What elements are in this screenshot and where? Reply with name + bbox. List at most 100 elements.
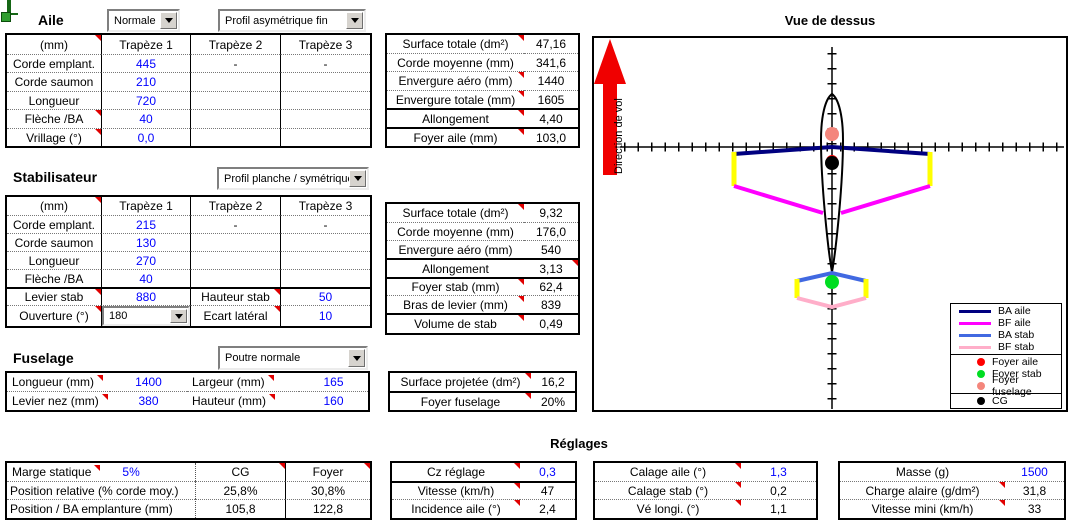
setting-input-cell[interactable]: 0,3 (539, 465, 556, 479)
wing-input-cell[interactable] (280, 72, 370, 91)
stab-ouverture-dropdown-value: 180 (109, 310, 128, 322)
result-value: 341,6 (524, 53, 578, 71)
stab-input-cell[interactable] (280, 251, 370, 269)
stab-input-cell[interactable]: 130 (101, 233, 190, 251)
stab-input-cell[interactable]: 50 (280, 287, 370, 305)
chevron-down-icon[interactable] (346, 12, 363, 29)
setting-value: 0,2 (741, 481, 816, 499)
fuselage-row-label: Longueur (mm) (7, 373, 110, 391)
legend-dot-swatch (977, 358, 985, 366)
wing-input-cell[interactable]: 0,0 (101, 128, 190, 146)
wing-input-cell[interactable]: 720 (101, 91, 190, 109)
wing-row-label: Longueur (7, 91, 101, 109)
stab-input-cell[interactable]: 40 (101, 269, 190, 287)
comment-marker-icon (364, 463, 370, 469)
wing-input-cell[interactable]: 210 (101, 72, 190, 91)
stab-input-cell[interactable] (190, 251, 280, 269)
plane-top-view-drawing: Direction de vol (594, 39, 1064, 409)
stab-input-cell[interactable]: 270 (101, 251, 190, 269)
comment-marker-icon (518, 315, 524, 321)
result-label: Allongement (387, 108, 524, 127)
result-label: Bras de levier (mm) (387, 295, 524, 313)
stab-input-cell[interactable]: 10 (280, 305, 370, 326)
marge-statique-value[interactable]: 5% (122, 465, 140, 479)
wing-input-cell[interactable]: 445 (101, 54, 190, 72)
stab-input-cell[interactable]: - (190, 215, 280, 233)
wing-row-label: Corde emplant. (7, 54, 101, 72)
stab-input-cell[interactable] (280, 233, 370, 251)
result-value: 47,16 (535, 37, 567, 51)
setting-value: 1,1 (741, 499, 816, 518)
stab-section-title: Stabilisateur (13, 169, 98, 185)
result-value: 176,0 (524, 222, 578, 240)
wing-input-cell[interactable] (190, 72, 280, 91)
stab-input-cell[interactable] (190, 269, 280, 287)
wing-input-cell[interactable]: - (190, 54, 280, 72)
reglages-masse-table: Masse (g) 1500 Charge alaire (g/dm²) 31,… (838, 461, 1066, 520)
legend-line-swatch (959, 321, 991, 325)
reglages-cz-table: Cz réglage 0,3 Vitesse (km/h) 47 Inciden… (390, 461, 577, 520)
comment-marker-icon (95, 289, 101, 295)
wing-input-cell[interactable] (190, 91, 280, 109)
wing-input-cell[interactable] (190, 109, 280, 128)
comment-marker-icon (999, 500, 1005, 506)
chevron-down-icon[interactable] (170, 309, 187, 323)
chevron-down-icon[interactable] (349, 170, 366, 187)
result-value: 839 (524, 295, 578, 313)
chevron-down-icon[interactable] (160, 12, 177, 29)
comment-marker-icon (94, 465, 101, 471)
fuselage-type-dropdown[interactable]: Poutre normale (218, 346, 368, 370)
wing-input-cell[interactable] (190, 128, 280, 146)
setting-input-cell[interactable]: 1,3 (770, 465, 787, 479)
comment-marker-icon (274, 289, 280, 295)
wing-row-label: Corde saumon (7, 72, 101, 91)
legend-dot-swatch (977, 370, 985, 378)
wing-input-cell[interactable] (280, 128, 370, 146)
comment-marker-icon (518, 296, 524, 302)
setting-label: Incidence aile (°) (392, 499, 520, 518)
setting-value: 2,4 (520, 499, 575, 518)
wing-input-cell[interactable] (280, 109, 370, 128)
fuselage-input-cell[interactable]: 1400 (135, 375, 162, 389)
stab-profile-dropdown[interactable]: Profil planche / symétrique (217, 167, 369, 190)
result-label: Foyer aile (mm) (387, 127, 524, 146)
legend-line-swatch (959, 309, 991, 313)
stab-row-label: Levier stab (7, 287, 101, 305)
wing-type-dropdown[interactable]: Normale (107, 9, 180, 32)
stab-input-cell[interactable] (280, 269, 370, 287)
fuselage-input-cell[interactable]: 165 (323, 375, 344, 389)
wing-input-cell[interactable]: 40 (101, 109, 190, 128)
comment-marker-icon (518, 91, 524, 97)
result-value: 20% (531, 391, 575, 410)
wing-input-cell[interactable]: - (280, 54, 370, 72)
fuselage-input-cell[interactable]: 380 (110, 391, 187, 410)
stab-row-label: Longueur (7, 251, 101, 269)
wing-input-cell[interactable] (280, 91, 370, 109)
wing-col-header: Trapèze 1 (101, 35, 190, 54)
stab-row-label: Ouverture (°) (7, 305, 101, 326)
result-label: Foyer fuselage (390, 391, 531, 410)
setting-label: Cz réglage (392, 463, 520, 481)
setting-value: 31,8 (1005, 481, 1064, 499)
stab-input-cell[interactable] (190, 233, 280, 251)
stab-ouverture-dropdown[interactable]: 180 (102, 306, 190, 326)
diagram-legend: BA aile BF aile BA stab BF stab Foyer ai… (950, 303, 1062, 409)
comment-marker-icon (97, 375, 104, 381)
stab-input-cell[interactable]: - (280, 215, 370, 233)
stab-col-header: Trapèze 1 (101, 197, 190, 215)
stab-input-cell[interactable]: 215 (101, 215, 190, 233)
fuselage-input-cell[interactable]: 160 (299, 391, 368, 410)
comment-marker-icon (518, 35, 524, 41)
result-value: 16,2 (541, 375, 565, 389)
comment-marker-icon (514, 483, 520, 489)
setting-input-cell[interactable]: 1500 (1021, 465, 1048, 479)
stab-input-cell[interactable]: 880 (101, 287, 190, 305)
chevron-down-icon[interactable] (348, 349, 365, 367)
result-value: 62,4 (524, 277, 578, 295)
comment-marker-icon (95, 197, 101, 203)
result-label: Allongement (387, 258, 524, 277)
wing-profile-dropdown[interactable]: Profil asymétrique fin (218, 9, 366, 32)
reglages-position-table: Marge statique 5% CG Foyer Position rela… (5, 461, 372, 520)
result-value: 0,49 (524, 313, 578, 333)
comment-marker-icon (735, 463, 741, 469)
